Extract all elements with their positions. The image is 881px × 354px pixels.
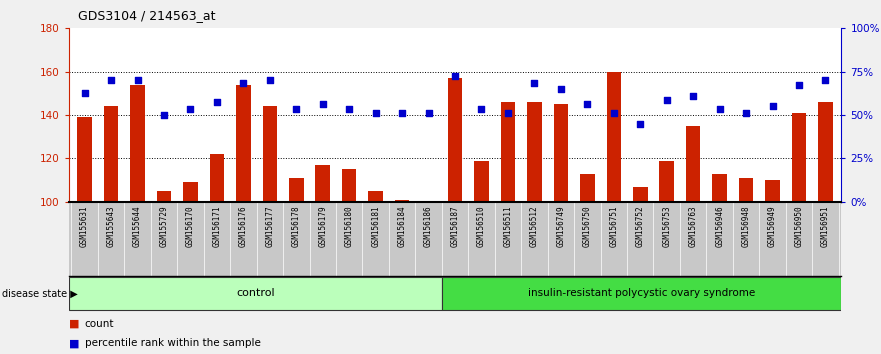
Text: GSM156176: GSM156176 bbox=[239, 205, 248, 247]
Bar bbox=[474, 161, 489, 202]
Text: GSM156170: GSM156170 bbox=[186, 205, 195, 247]
Bar bbox=[448, 78, 463, 202]
Text: GSM156177: GSM156177 bbox=[265, 205, 274, 247]
Point bbox=[78, 91, 92, 96]
Text: GSM156950: GSM156950 bbox=[795, 205, 803, 247]
Text: ■: ■ bbox=[69, 319, 79, 329]
Text: GSM156181: GSM156181 bbox=[371, 205, 381, 247]
Bar bbox=[580, 173, 595, 202]
Text: GSM155631: GSM155631 bbox=[80, 205, 89, 247]
Point bbox=[501, 110, 515, 116]
Text: GSM156512: GSM156512 bbox=[529, 205, 539, 247]
Text: GSM156749: GSM156749 bbox=[557, 205, 566, 247]
Text: GSM156750: GSM156750 bbox=[583, 205, 592, 247]
Point bbox=[686, 93, 700, 98]
Bar bbox=[500, 102, 515, 202]
Point bbox=[713, 106, 727, 112]
Text: disease state ▶: disease state ▶ bbox=[2, 289, 78, 299]
Text: GSM156949: GSM156949 bbox=[768, 205, 777, 247]
Text: control: control bbox=[236, 289, 275, 298]
Text: GSM156951: GSM156951 bbox=[821, 205, 830, 247]
Point bbox=[289, 106, 303, 112]
Text: GSM156752: GSM156752 bbox=[636, 205, 645, 247]
Point bbox=[104, 78, 118, 83]
Point bbox=[528, 80, 542, 85]
Point bbox=[236, 80, 250, 85]
Text: percentile rank within the sample: percentile rank within the sample bbox=[85, 338, 261, 348]
Text: GSM155644: GSM155644 bbox=[133, 205, 142, 247]
Text: GSM155729: GSM155729 bbox=[159, 205, 168, 247]
Point bbox=[315, 101, 329, 107]
Bar bbox=[104, 106, 118, 202]
Point bbox=[818, 78, 833, 83]
Point bbox=[421, 110, 435, 116]
Bar bbox=[78, 117, 92, 202]
Bar bbox=[157, 191, 171, 202]
Text: GSM156510: GSM156510 bbox=[477, 205, 486, 247]
Bar bbox=[792, 113, 806, 202]
Point bbox=[395, 110, 409, 116]
Bar bbox=[368, 191, 383, 202]
Bar bbox=[713, 173, 727, 202]
Point bbox=[130, 78, 144, 83]
Text: GSM156186: GSM156186 bbox=[424, 205, 433, 247]
Bar bbox=[395, 200, 410, 202]
Point bbox=[448, 73, 463, 79]
Bar bbox=[183, 182, 197, 202]
Point bbox=[792, 82, 806, 87]
Bar bbox=[739, 178, 753, 202]
Text: insulin-resistant polycystic ovary syndrome: insulin-resistant polycystic ovary syndr… bbox=[528, 289, 755, 298]
Text: GDS3104 / 214563_at: GDS3104 / 214563_at bbox=[78, 9, 215, 22]
Bar bbox=[553, 104, 568, 202]
Text: GSM156763: GSM156763 bbox=[689, 205, 698, 247]
Text: GSM156184: GSM156184 bbox=[397, 205, 407, 247]
Text: count: count bbox=[85, 319, 114, 329]
Point bbox=[766, 103, 780, 109]
Point bbox=[633, 121, 648, 127]
Point bbox=[368, 110, 382, 116]
Bar bbox=[315, 165, 330, 202]
Point bbox=[554, 86, 568, 92]
Text: GSM156171: GSM156171 bbox=[212, 205, 221, 247]
Bar bbox=[818, 102, 833, 202]
Text: GSM156753: GSM156753 bbox=[663, 205, 671, 247]
Bar bbox=[527, 102, 542, 202]
Point bbox=[607, 110, 621, 116]
Point bbox=[157, 112, 171, 118]
Text: GSM155643: GSM155643 bbox=[107, 205, 115, 247]
FancyBboxPatch shape bbox=[69, 277, 441, 310]
Bar bbox=[633, 187, 648, 202]
Bar bbox=[342, 169, 357, 202]
Text: GSM156178: GSM156178 bbox=[292, 205, 300, 247]
Bar bbox=[130, 85, 144, 202]
Text: GSM156511: GSM156511 bbox=[503, 205, 513, 247]
Text: GSM156946: GSM156946 bbox=[715, 205, 724, 247]
Point bbox=[660, 97, 674, 103]
Text: GSM156751: GSM156751 bbox=[610, 205, 618, 247]
Text: GSM156948: GSM156948 bbox=[742, 205, 751, 247]
Text: GSM156187: GSM156187 bbox=[450, 205, 460, 247]
Bar bbox=[686, 126, 700, 202]
Bar bbox=[289, 178, 304, 202]
FancyBboxPatch shape bbox=[441, 277, 841, 310]
Point bbox=[210, 99, 224, 105]
Bar bbox=[263, 106, 278, 202]
Point bbox=[475, 106, 489, 112]
Point bbox=[739, 110, 753, 116]
Point bbox=[581, 101, 595, 107]
Bar bbox=[660, 161, 674, 202]
Bar bbox=[606, 72, 621, 202]
Bar bbox=[236, 85, 250, 202]
Text: GSM156180: GSM156180 bbox=[344, 205, 353, 247]
Point bbox=[183, 106, 197, 112]
Text: GSM156179: GSM156179 bbox=[318, 205, 327, 247]
Text: ■: ■ bbox=[69, 338, 79, 348]
Point bbox=[263, 78, 277, 83]
Point bbox=[342, 106, 356, 112]
Bar bbox=[766, 180, 780, 202]
Bar bbox=[210, 154, 224, 202]
